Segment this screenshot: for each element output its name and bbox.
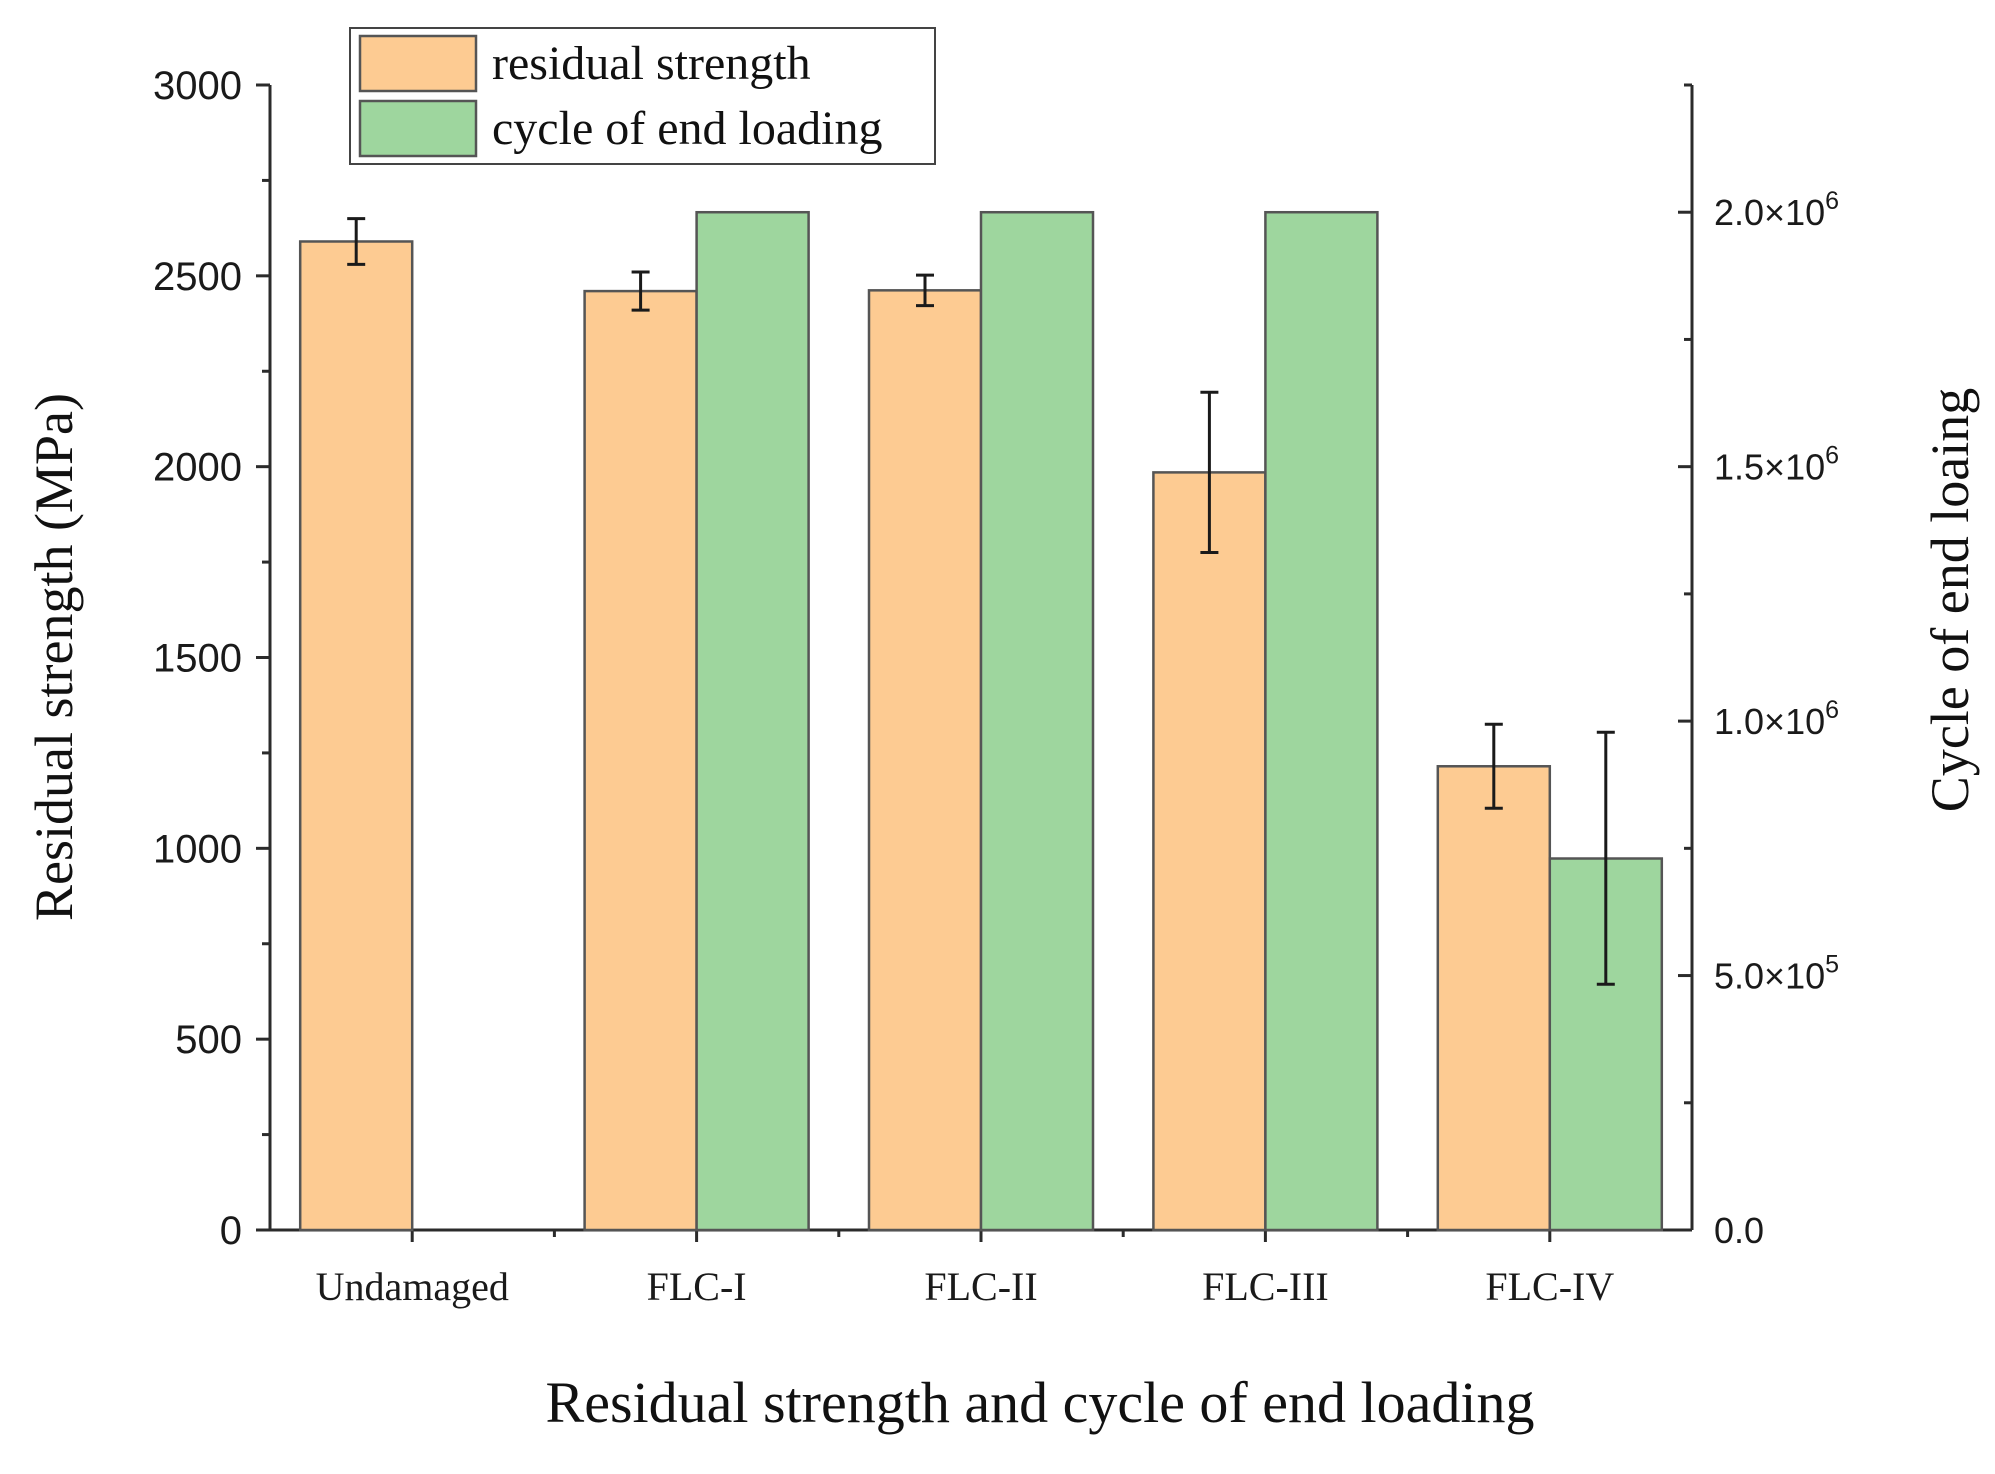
left-tick-label: 0 <box>220 1209 242 1253</box>
bar-residual-strength <box>867 289 983 1232</box>
right-tick-label: 2.0×106 <box>1714 187 1839 233</box>
right-tick-label-exponent: 5 <box>1825 951 1839 979</box>
error-bar <box>631 270 650 312</box>
legend: residual strength cycle of end loading <box>349 27 936 165</box>
error-bar <box>916 273 934 308</box>
error-bars <box>347 217 1615 986</box>
left-tick-label: 1000 <box>153 827 242 871</box>
x-axis-title: Residual strength and cycle of end loadi… <box>546 1370 1535 1435</box>
right-tick-label: 5.0×105 <box>1714 951 1839 997</box>
bar-cycle-of-end-loading <box>1264 210 1379 1232</box>
right-tick-label-base: 1.5×10 <box>1714 447 1825 488</box>
error-bar <box>1596 730 1615 986</box>
right-tick-label-exponent: 6 <box>1825 442 1839 470</box>
legend-label-cycle-of-end-loading: cycle of end loading <box>492 102 883 155</box>
left-y-axis-title: Residual strength (MPa) <box>24 393 84 921</box>
right-tick-label: 1.5×106 <box>1714 442 1839 488</box>
legend-swatch-residual-strength <box>358 34 478 93</box>
bar-cycle-of-end-loading <box>695 210 810 1232</box>
error-bar <box>1200 390 1219 555</box>
error-bar <box>347 217 366 266</box>
right-tick-label-exponent: 6 <box>1825 187 1839 215</box>
plot-area: 0 500 1000 1500 2000 2500 3000 0.0 5.0×105 1.0×1… <box>153 64 1839 1309</box>
x-category-label: Undamaged <box>316 1264 509 1309</box>
bar-residual-strength <box>1152 471 1267 1232</box>
right-tick-label: 0.0 <box>1714 1210 1764 1251</box>
bar-residual-strength <box>298 240 414 1232</box>
legend-swatch-cycle-of-end-loading <box>358 99 478 158</box>
left-tick-label: 3000 <box>153 64 242 108</box>
left-tick-label: 1500 <box>153 637 242 681</box>
x-ticks: Undamaged FLC-I FLC-II FLC-III FLC-IV <box>316 1230 1614 1309</box>
x-category-label: FLC-I <box>647 1264 747 1309</box>
left-y-ticks: 0 500 1000 1500 2000 2500 3000 <box>153 64 270 1253</box>
right-tick-label-base: 1.0×10 <box>1714 701 1825 742</box>
x-category-label: FLC-IV <box>1485 1264 1614 1309</box>
left-tick-label: 2500 <box>153 255 242 299</box>
right-y-axis-title: Cycle of end loaing <box>1920 388 1980 812</box>
right-tick-label-exponent: 6 <box>1825 696 1839 724</box>
right-tick-label-base: 2.0×10 <box>1714 192 1825 233</box>
x-category-label: FLC-III <box>1202 1264 1329 1309</box>
bar-cycle-of-end-loading <box>979 210 1095 1232</box>
x-category-label: FLC-II <box>924 1264 1037 1309</box>
right-tick-label-base: 5.0×10 <box>1714 956 1825 997</box>
right-tick-label: 1.0×106 <box>1714 696 1839 742</box>
bar-residual-strength <box>583 289 698 1232</box>
right-tick-label-base: 0.0 <box>1714 1210 1764 1251</box>
bars <box>298 210 1664 1232</box>
left-tick-label: 500 <box>175 1018 242 1062</box>
error-bar <box>1484 722 1503 810</box>
bar-residual-strength <box>1436 765 1552 1232</box>
left-tick-label: 2000 <box>153 446 242 490</box>
legend-label-residual-strength: residual strength <box>492 37 811 90</box>
